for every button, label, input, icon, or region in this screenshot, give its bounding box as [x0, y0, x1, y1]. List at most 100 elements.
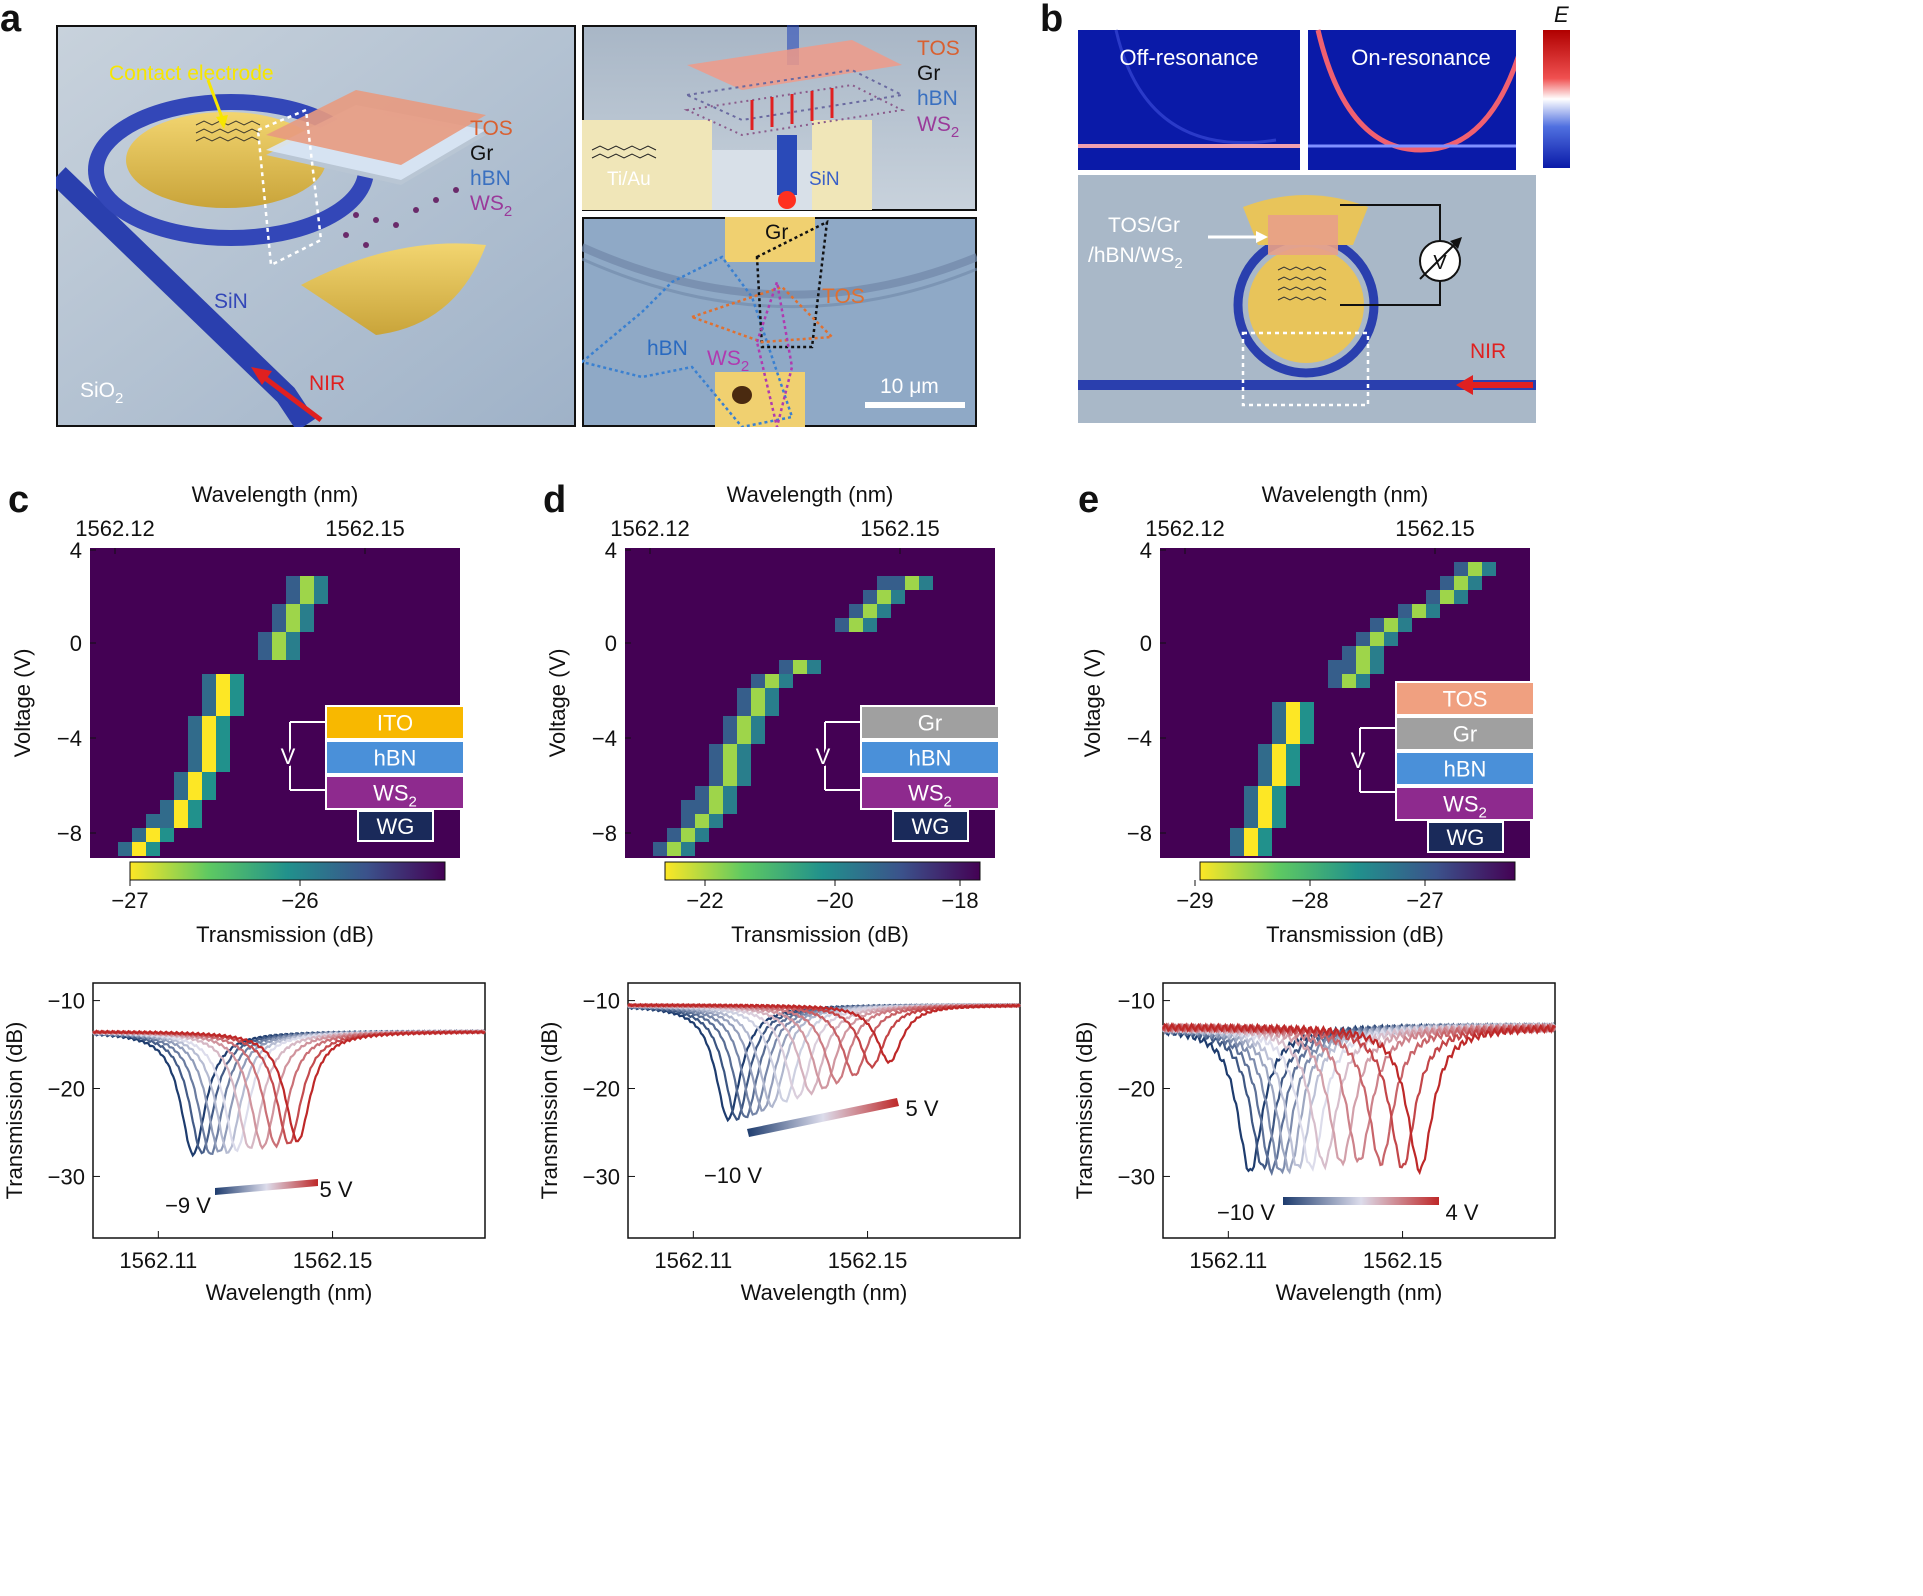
- heatmap-cell: [1272, 800, 1286, 814]
- y-tick-label: −4: [57, 726, 82, 751]
- stack-box-gr: [860, 705, 1000, 740]
- spectrum-line: [1162, 1022, 1557, 1167]
- y-tick-label: −8: [57, 821, 82, 846]
- voltage-end-label: 4 V: [1445, 1200, 1478, 1225]
- heatmap-cell: [146, 814, 160, 828]
- tos-layer: [266, 90, 486, 165]
- heatmap-cell: [863, 590, 877, 604]
- spectra-axes: [92, 982, 486, 1239]
- heatmap-cell: [1370, 646, 1384, 660]
- heatmap-cell: [1342, 660, 1356, 674]
- voltage-gradient-bar: [747, 1098, 899, 1137]
- colorbar-tick: −18: [941, 888, 978, 913]
- spectrum-line: [1161, 1022, 1556, 1170]
- panel-letter-a: a: [0, 0, 22, 40]
- heatmap-cell: [202, 758, 216, 772]
- heatmap-cell: [216, 674, 230, 688]
- heatmap-cell: [891, 590, 905, 604]
- spectrum-line: [1162, 1022, 1556, 1175]
- heatmap-cell: [877, 576, 891, 590]
- y-tick-label: −4: [592, 726, 617, 751]
- y-tick-label: −4: [1127, 726, 1152, 751]
- x-tick-label: 1562.11: [1189, 1248, 1267, 1273]
- heatmap-cell: [849, 618, 863, 632]
- e-field-title: E: [1554, 2, 1569, 27]
- heatmap-cell: [216, 702, 230, 716]
- heatmap-cell: [667, 842, 681, 856]
- heatmap-cell: [1454, 590, 1468, 604]
- spectrum-line: [627, 1003, 1021, 1122]
- heatmap-cell: [1286, 772, 1300, 786]
- sin-core: [777, 135, 797, 195]
- voltage-gradient-bar: [1283, 1197, 1439, 1205]
- x-tick-label: 1562.15: [860, 516, 940, 541]
- x-tick-label: 1562.12: [1145, 516, 1225, 541]
- label-tos: TOS: [470, 117, 513, 140]
- y-tick-label: −30: [583, 1164, 620, 1189]
- cs-label-tos: TOS: [917, 37, 960, 60]
- heatmap-cell: [202, 674, 216, 688]
- heatmap-cell: [737, 716, 751, 730]
- stack-box-ws: [325, 775, 465, 810]
- stack-label-wg: WG: [377, 814, 415, 839]
- heatmap-panel-d: d Wavelength (nm) 1562.12 1562.15 4 0 −4 −8 Volt…: [543, 479, 1000, 947]
- y-tick-label: −8: [1127, 821, 1152, 846]
- heatmap-cell: [919, 576, 933, 590]
- spectra-axes: [1162, 982, 1556, 1239]
- heatmap-cell: [1286, 702, 1300, 716]
- voltage-label: V: [281, 744, 296, 769]
- spectra-xlabel: Wavelength (nm): [1276, 1280, 1443, 1305]
- heatmap-cell: [1272, 744, 1286, 758]
- heatmap-cell: [1272, 814, 1286, 828]
- heatmap-cell: [1356, 660, 1370, 674]
- heatmap-cell: [653, 842, 667, 856]
- spectrum-line: [1162, 1021, 1557, 1171]
- heatmap-cell: [216, 730, 230, 744]
- heatmap-cell: [258, 646, 272, 660]
- heatmap-cell: [1230, 842, 1244, 856]
- heatmap-cell: [1244, 842, 1258, 856]
- heatmap-cell: [146, 828, 160, 842]
- spectra-panel-d: −10 −20 −30 1562.11 1562.15 Wavelength (nm) Tr…: [537, 982, 1021, 1305]
- heatmap-cell: [1426, 604, 1440, 618]
- colorbar-tick: −20: [816, 888, 853, 913]
- voltage-start-label: −10 V: [1217, 1200, 1275, 1225]
- spectrum-line: [92, 1029, 486, 1149]
- voltage-gradient-bar: [215, 1179, 318, 1195]
- label-ws2: WS2: [470, 192, 512, 220]
- heatmap-cell: [1244, 786, 1258, 800]
- colorbar-label: Transmission (dB): [196, 922, 374, 947]
- heatmap-cell: [272, 604, 286, 618]
- heatmap-cell: [863, 618, 877, 632]
- x-tick-label: 1562.15: [1395, 516, 1475, 541]
- b-stack: [1268, 215, 1338, 255]
- stack-label-hbn: hBN: [909, 746, 952, 771]
- voltage-start-label: −10 V: [704, 1163, 762, 1188]
- y-tick-label: −30: [48, 1164, 85, 1189]
- heatmap-cell: [765, 702, 779, 716]
- colorbar-label: Transmission (dB): [731, 922, 909, 947]
- heatmap-cell: [681, 828, 695, 842]
- heatmap-cell: [695, 800, 709, 814]
- heatmap-cell: [174, 800, 188, 814]
- heatmap-cell: [188, 730, 202, 744]
- heatmap-cell: [216, 688, 230, 702]
- y-tick-label: 4: [605, 538, 617, 563]
- nir-arrow: [259, 373, 323, 422]
- heatmap-cell: [1356, 646, 1370, 660]
- heatmap-cell: [188, 772, 202, 786]
- stack-box-wg: [1427, 821, 1504, 853]
- cs-label-ws2: WS2: [917, 113, 959, 141]
- gr-outline: [755, 219, 829, 349]
- heatmap-cell: [709, 800, 723, 814]
- y-tick-label: −20: [48, 1077, 85, 1102]
- colorbar-label: Transmission (dB): [1266, 922, 1444, 947]
- heatmap-cell: [286, 590, 300, 604]
- heatmap-cell: [1258, 744, 1272, 758]
- heatmap-cell: [1370, 632, 1384, 646]
- heatmap-cell: [709, 814, 723, 828]
- heatmap-cell: [1272, 716, 1286, 730]
- heatmap-cell: [737, 688, 751, 702]
- heatmap-cell: [779, 660, 793, 674]
- heatmap-panel-e: e Wavelength (nm) 1562.12 1562.15 4 0 −4 −8 Volt…: [1078, 479, 1535, 947]
